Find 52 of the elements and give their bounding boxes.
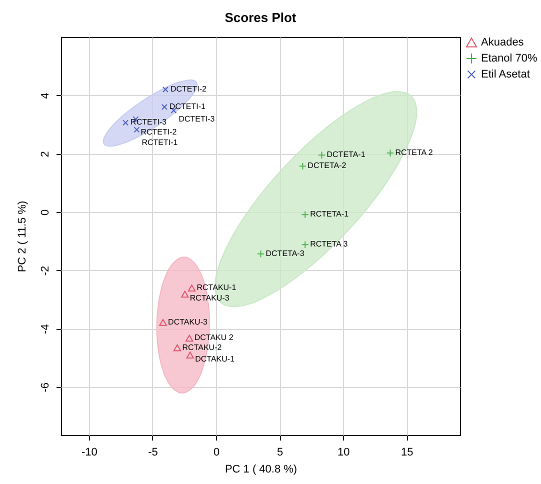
annotation: RCTETA 2 xyxy=(395,148,434,158)
annotation: RCTETI-2 xyxy=(140,128,178,137)
point xyxy=(256,250,265,258)
point xyxy=(301,240,309,248)
x-tick-label: 15 xyxy=(401,446,414,458)
annotation: DCTETI-3 xyxy=(178,114,216,124)
annotation: DCTETA-3 xyxy=(266,248,305,258)
annotation: DCTAKU-3 xyxy=(168,317,208,326)
annotation: RCTETA 3 xyxy=(310,240,348,249)
x-axis-title: PC 1 ( 40.8 %) xyxy=(224,464,298,476)
point xyxy=(298,162,307,170)
point xyxy=(134,126,140,133)
point xyxy=(186,352,194,359)
legend-label: Etanol 70% xyxy=(481,52,538,64)
x-tick-label: 0 xyxy=(213,446,220,458)
point xyxy=(188,284,196,292)
point xyxy=(386,149,394,157)
y-tick-label: -6 xyxy=(40,382,52,392)
point xyxy=(122,120,129,126)
point xyxy=(185,334,194,342)
x-tick-label: -10 xyxy=(82,446,98,458)
point xyxy=(181,290,189,298)
y-tick-label: -4 xyxy=(40,324,52,334)
point xyxy=(161,104,168,110)
point xyxy=(159,319,167,326)
annotation: RCTAKU-2 xyxy=(182,342,222,352)
annotation: DCTETA-2 xyxy=(308,161,347,170)
y-tick-label: 0 xyxy=(40,209,52,216)
annotation: DCTAKU-1 xyxy=(195,354,236,364)
y-tick-label: 4 xyxy=(40,92,52,99)
annotation: RCTETI-3 xyxy=(130,118,168,127)
annotation: DCTETA-1 xyxy=(326,150,366,160)
point xyxy=(318,151,326,159)
annotation: DCTAKU 2 xyxy=(194,333,234,342)
annotation: DCTETI-1 xyxy=(169,102,206,111)
legend-label: Etil Asetat xyxy=(481,68,530,80)
annotation: DCTETI-2 xyxy=(170,84,207,94)
annotation: RCTETI-1 xyxy=(142,138,178,148)
annotation: RCTAKU-3 xyxy=(190,294,230,303)
x-tick-label: 10 xyxy=(337,446,350,458)
x-tick-label: -5 xyxy=(148,446,158,458)
point xyxy=(162,86,168,92)
x-tick-label: 5 xyxy=(277,446,284,458)
y-tick-label: 2 xyxy=(40,151,52,158)
chart-title: Scores Plot xyxy=(224,10,297,25)
annotation: RCTAKU-1 xyxy=(196,283,237,292)
y-axis-title: PC 2 ( 11.5 %) xyxy=(16,200,28,272)
annotation: RCTETA-1 xyxy=(310,210,350,219)
point xyxy=(173,344,182,352)
point xyxy=(301,210,309,218)
y-tick-label: -2 xyxy=(40,266,52,276)
legend-label: Akuades xyxy=(481,36,524,48)
